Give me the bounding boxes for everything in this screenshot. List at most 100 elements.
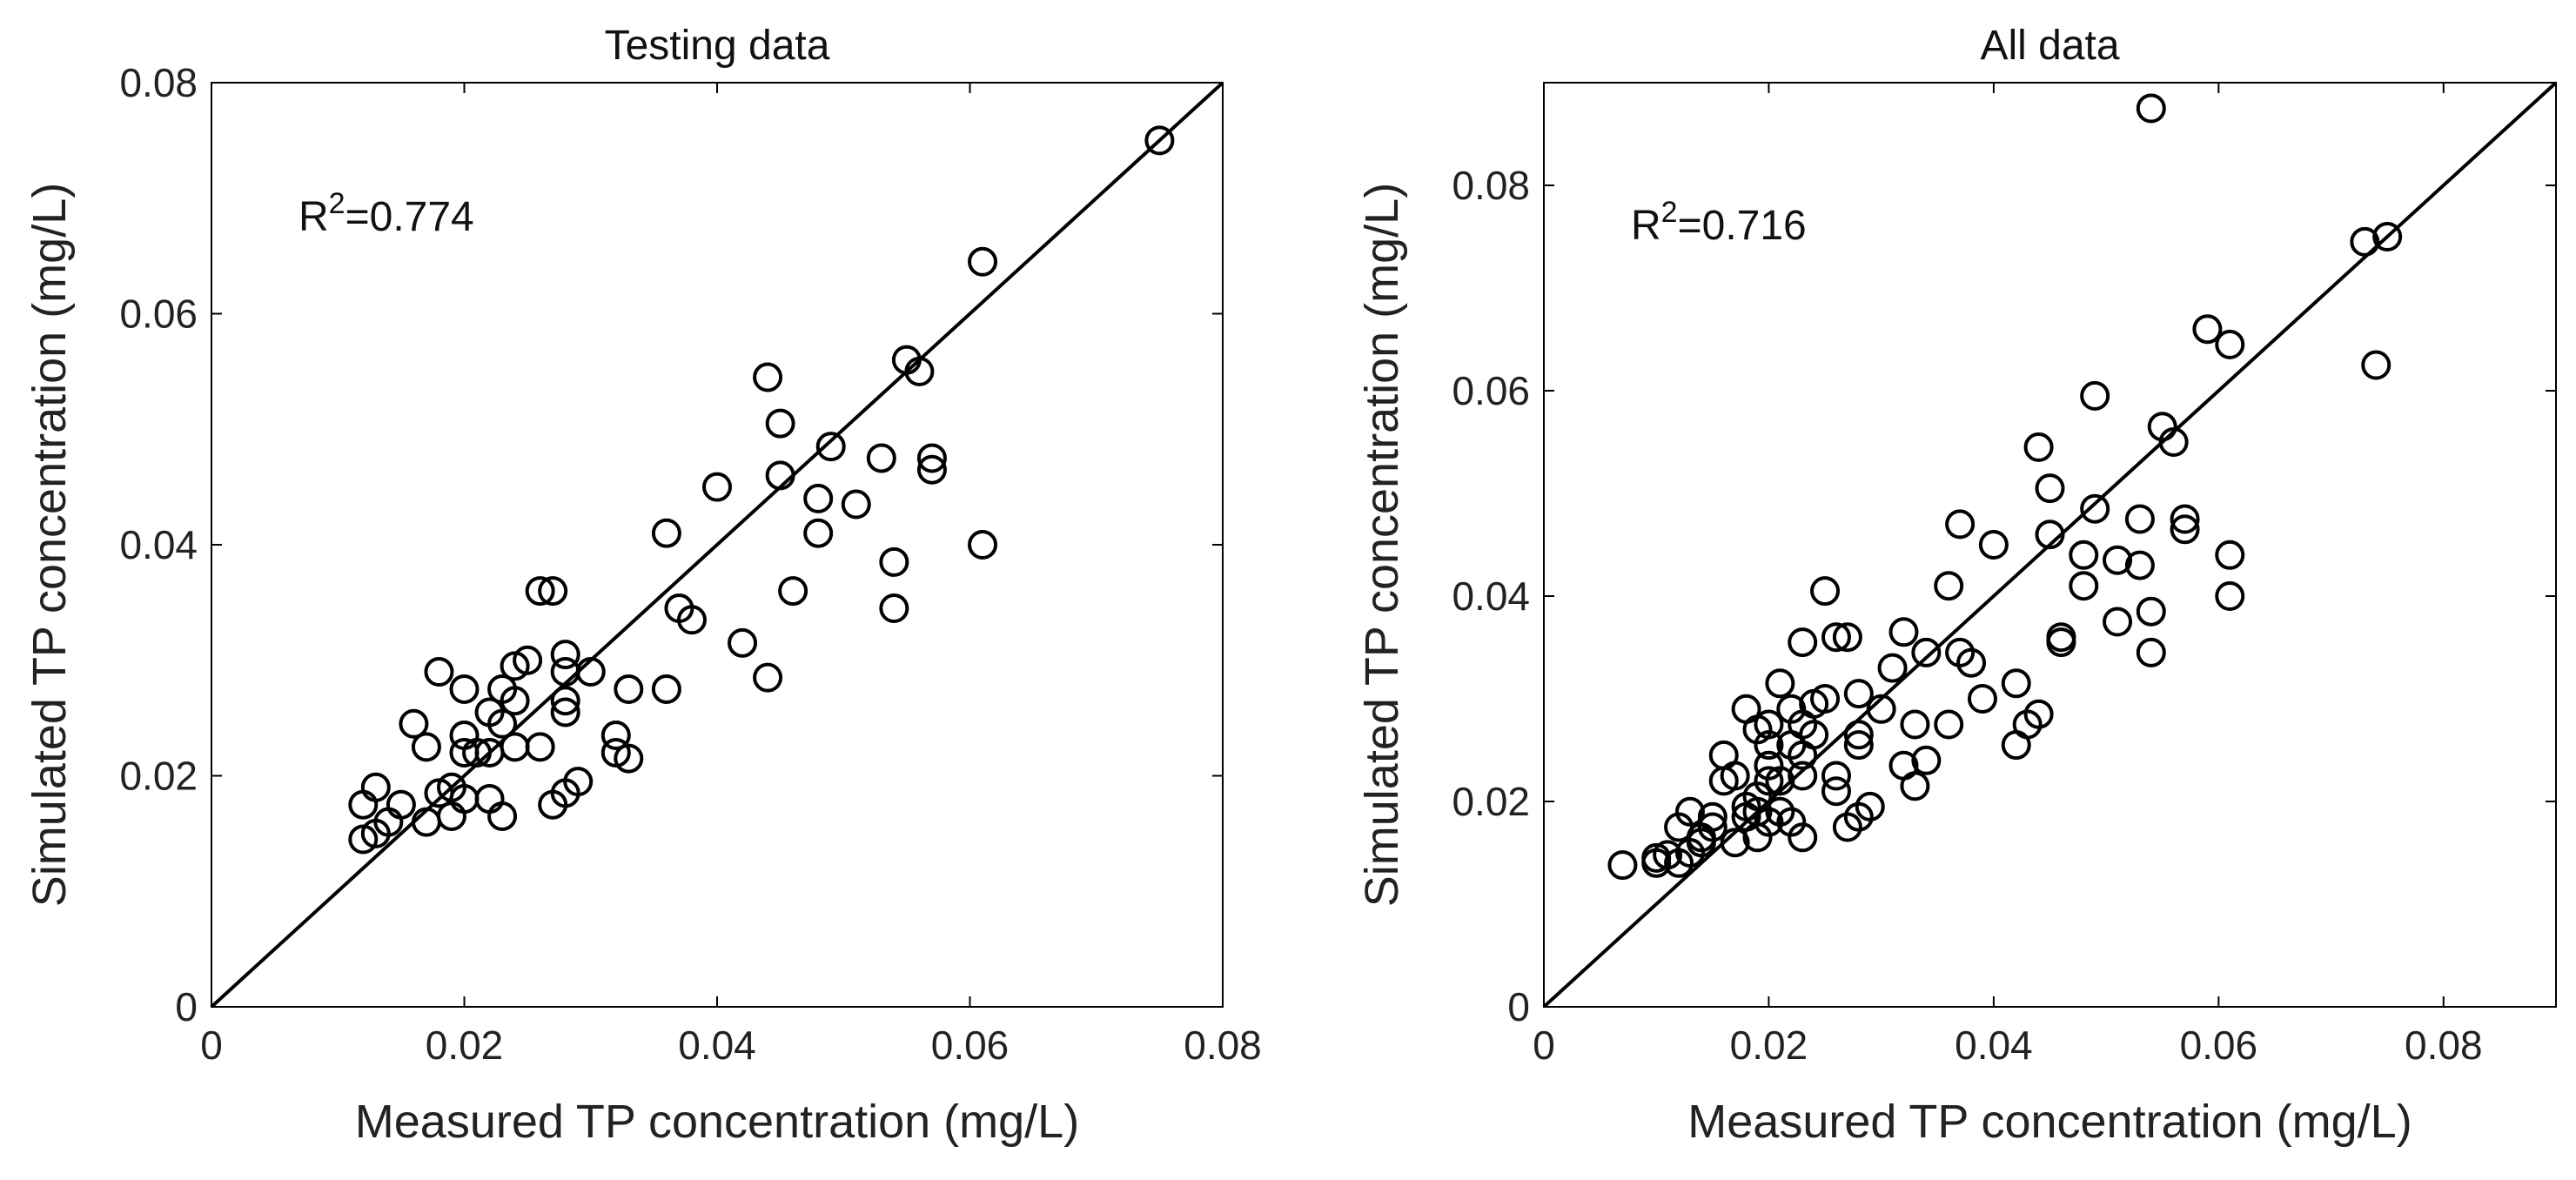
r-squared-annotation: R2=0.774 bbox=[299, 187, 474, 240]
data-point bbox=[841, 489, 871, 520]
data-point bbox=[600, 721, 631, 751]
data-point bbox=[2124, 504, 2155, 534]
data-point bbox=[1765, 668, 1795, 699]
data-point bbox=[1765, 766, 1795, 796]
data-point bbox=[968, 246, 998, 277]
data-point bbox=[2136, 93, 2166, 124]
data-point bbox=[879, 546, 909, 577]
y-tick-label: 0.06 bbox=[119, 292, 198, 337]
data-point bbox=[753, 662, 783, 693]
x-tick-label: 0.04 bbox=[1955, 1022, 2033, 1068]
data-point bbox=[2069, 571, 2099, 601]
r2-value: =0.774 bbox=[345, 194, 474, 240]
data-point bbox=[411, 732, 441, 762]
data-point bbox=[525, 576, 555, 607]
r2-prefix: R bbox=[299, 194, 329, 240]
one-to-one-line bbox=[1542, 81, 2558, 1009]
data-point bbox=[2103, 545, 2133, 575]
x-tick-label: 0 bbox=[200, 1022, 223, 1068]
data-point bbox=[1866, 694, 1896, 724]
data-point bbox=[424, 657, 454, 687]
data-point bbox=[651, 518, 681, 548]
data-point bbox=[399, 708, 429, 739]
data-point bbox=[386, 789, 416, 820]
data-point bbox=[2080, 493, 2110, 524]
data-point bbox=[1788, 627, 1818, 658]
data-point bbox=[1855, 791, 1885, 821]
data-point bbox=[702, 472, 732, 502]
data-point bbox=[462, 737, 493, 768]
data-point bbox=[538, 576, 568, 607]
data-point bbox=[1754, 730, 1784, 761]
y-tick-label: 0 bbox=[1507, 984, 1530, 1029]
data-point bbox=[2215, 329, 2245, 359]
data-point bbox=[2001, 668, 2031, 699]
data-point bbox=[1956, 647, 1987, 678]
y-tick-label: 0.02 bbox=[119, 754, 198, 799]
data-point bbox=[1720, 761, 1750, 791]
data-point bbox=[753, 362, 783, 392]
data-point bbox=[1843, 801, 1874, 832]
x-axis-label: Measured TP concentration (mg/L) bbox=[355, 1096, 1079, 1148]
data-point bbox=[2136, 637, 2166, 667]
data-point bbox=[2372, 222, 2403, 251]
data-point bbox=[525, 732, 555, 762]
y-axis-label: Simulated TP concentration (mg/L) bbox=[23, 183, 76, 907]
y-tick-label: 0.08 bbox=[119, 60, 198, 105]
data-point bbox=[449, 674, 480, 704]
y-tick-labels: 0 0.02 0.04 0.06 0.08 bbox=[119, 60, 198, 1029]
data-point bbox=[1978, 530, 2009, 560]
data-point bbox=[1697, 801, 1727, 832]
data-point bbox=[815, 432, 846, 462]
data-point bbox=[803, 518, 834, 548]
data-point bbox=[1877, 653, 1908, 683]
data-point bbox=[765, 460, 795, 491]
data-point bbox=[1144, 125, 1175, 156]
y-tick-label: 0.06 bbox=[1452, 368, 1530, 413]
x-tick-labels: 0 0.02 0.04 0.06 0.08 bbox=[200, 1022, 1262, 1068]
data-point bbox=[1821, 776, 1851, 807]
data-point bbox=[1900, 709, 1930, 740]
data-point bbox=[2069, 540, 2099, 570]
data-point bbox=[2035, 520, 2065, 550]
x-tick-label: 0.04 bbox=[678, 1022, 756, 1068]
y-tick-label: 0 bbox=[175, 984, 198, 1029]
data-point bbox=[2170, 514, 2200, 545]
data-point bbox=[1674, 796, 1705, 827]
x-tick-label: 0.02 bbox=[426, 1022, 504, 1068]
data-point bbox=[2080, 380, 2110, 411]
data-point bbox=[1641, 842, 1672, 873]
data-point bbox=[879, 593, 909, 624]
data-point bbox=[1799, 720, 1829, 750]
data-point bbox=[2215, 581, 2245, 611]
data-point bbox=[2023, 699, 2054, 729]
x-tick-label: 0.08 bbox=[2405, 1022, 2483, 1068]
data-point bbox=[1788, 761, 1818, 791]
r2-prefix: R bbox=[1631, 203, 1661, 249]
data-point bbox=[1911, 745, 1942, 775]
y-tick-label: 0.08 bbox=[1452, 163, 1530, 208]
x-tick-label: 0.06 bbox=[931, 1022, 1010, 1068]
data-point bbox=[550, 686, 580, 716]
panel-testing-data: Testing data R2=0.774 Measured TP concen… bbox=[23, 23, 1262, 1148]
data-point bbox=[1945, 637, 1976, 667]
y-axis-label: Simulated TP concentration (mg/L) bbox=[1356, 183, 1408, 907]
data-point bbox=[436, 801, 466, 831]
data-point bbox=[614, 674, 644, 704]
data-point bbox=[474, 784, 505, 815]
data-point bbox=[1843, 679, 1874, 709]
data-point bbox=[1697, 812, 1727, 842]
x-tick-label: 0.08 bbox=[1184, 1022, 1262, 1068]
panel-all-data: All data R2=0.716 Measured TP concentrat… bbox=[1356, 23, 2558, 1148]
data-point bbox=[1843, 730, 1874, 761]
x-axis-label: Measured TP concentration (mg/L) bbox=[1687, 1096, 2412, 1148]
data-point bbox=[575, 657, 606, 687]
data-point bbox=[1788, 822, 1818, 853]
data-point bbox=[2170, 504, 2200, 534]
data-point bbox=[676, 605, 707, 635]
data-point bbox=[2046, 627, 2076, 658]
data-point bbox=[1754, 709, 1784, 740]
data-point bbox=[968, 530, 998, 560]
one-to-one-line bbox=[210, 81, 1224, 1009]
data-point bbox=[563, 767, 594, 797]
